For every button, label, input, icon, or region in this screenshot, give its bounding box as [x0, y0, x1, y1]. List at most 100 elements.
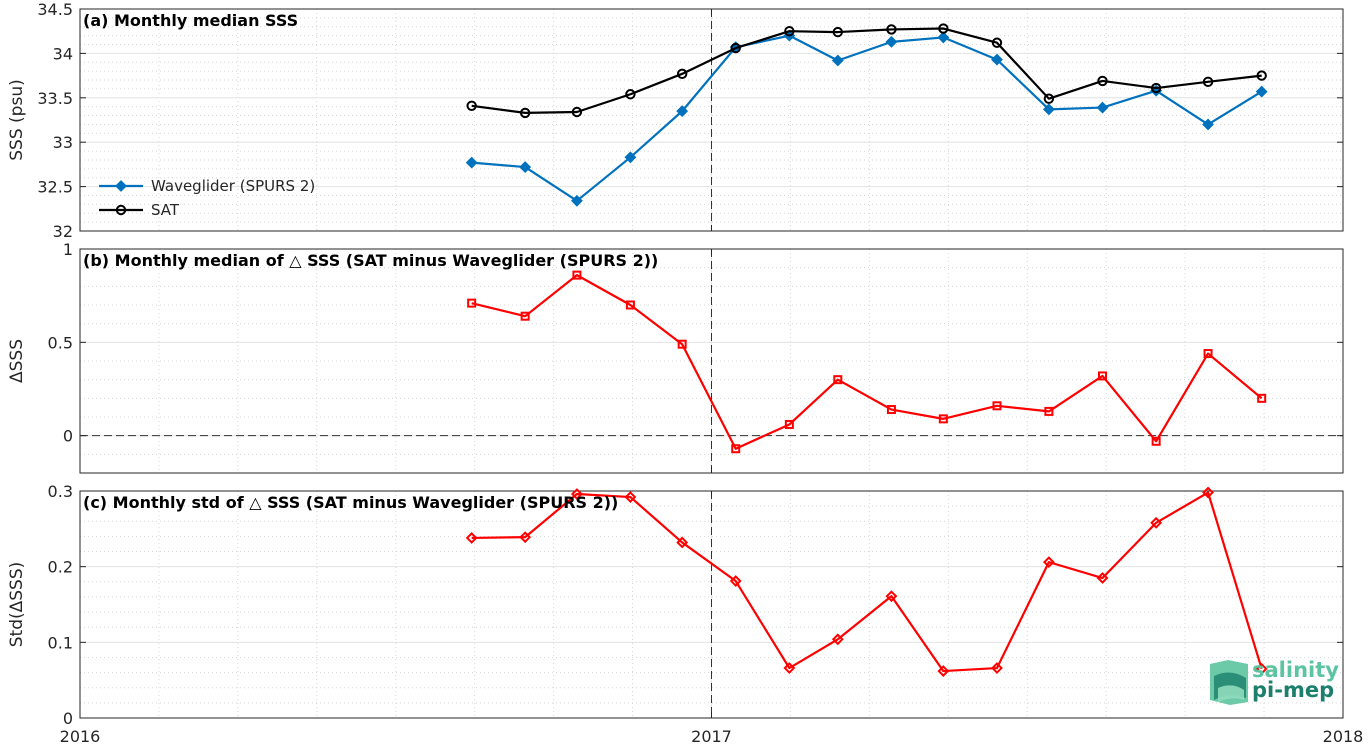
data-point — [1150, 516, 1163, 529]
data-point — [784, 419, 794, 429]
y-tick-label: 1 — [63, 240, 73, 259]
y-axis-label: SSS (psu) — [7, 79, 27, 160]
series-line-delta — [471, 491, 1263, 673]
data-point — [572, 270, 582, 280]
data-point — [466, 100, 477, 111]
data-point — [832, 26, 843, 38]
data-point — [520, 311, 530, 321]
data-point — [676, 105, 689, 118]
data-point — [676, 68, 688, 80]
data-point — [1042, 556, 1055, 569]
x-tick-label: 2016 — [60, 727, 101, 745]
data-point — [886, 405, 896, 415]
y-tick-label: 0.1 — [48, 633, 73, 652]
data-point — [1202, 486, 1214, 499]
data-point — [1151, 436, 1161, 446]
y-axis-label: Std(ΔSSS) — [7, 562, 27, 648]
data-point — [1042, 103, 1055, 116]
panel-c: 0 0.1 0.2 0.3 Std(ΔSSS) (c) Monthly std of △ … — [7, 482, 1344, 728]
data-point — [1096, 101, 1109, 114]
data-point — [519, 531, 532, 544]
data-point — [730, 42, 741, 54]
y-tick-label: 32 — [53, 222, 73, 241]
data-point — [937, 665, 950, 678]
y-tick-label: 32.5 — [37, 178, 73, 197]
y-tick-label: 34 — [53, 44, 73, 63]
data-point — [992, 401, 1002, 411]
y-tick-label: 33 — [53, 133, 73, 152]
legend-entry: SAT — [151, 201, 180, 219]
y-tick-label: 0.2 — [48, 558, 73, 577]
data-point — [991, 662, 1003, 674]
data-point — [519, 161, 532, 173]
data-point — [1150, 82, 1162, 94]
data-point — [1202, 76, 1214, 88]
data-point — [624, 151, 637, 164]
data-point — [624, 491, 637, 503]
data-point — [938, 23, 949, 34]
panel-b: 0 0.5 1 ΔSSS (b) Monthly median of △ SSS (SA… — [7, 240, 1344, 474]
panel-title: (b) Monthly median of △ SSS (SAT minus W… — [83, 251, 658, 270]
x-tick-label: 2018 — [1323, 727, 1364, 745]
data-point — [465, 531, 478, 544]
data-point — [467, 298, 477, 308]
data-point — [571, 194, 583, 207]
series-line-sat — [471, 27, 1262, 114]
data-point — [1256, 70, 1267, 81]
y-tick-label: 0.5 — [48, 333, 73, 352]
panel-a: 32 32.5 33 33.5 34 34.5 SSS (psu) (a) Monthly m… — [7, 0, 1344, 241]
data-point — [1044, 406, 1054, 416]
y-tick-label: 0 — [63, 427, 73, 446]
data-point — [625, 300, 635, 310]
data-point — [1257, 393, 1267, 403]
y-axis-label: ΔSSS — [7, 339, 27, 383]
data-point — [1043, 93, 1055, 104]
data-point — [571, 106, 583, 118]
data-point — [938, 414, 948, 424]
y-tick-label: 0 — [63, 709, 73, 728]
panel-title: (c) Monthly std of △ SSS (SAT minus Wave… — [83, 493, 618, 512]
legend-marker — [115, 180, 127, 192]
series-line-delta — [471, 274, 1263, 450]
data-point — [1202, 118, 1214, 131]
y-tick-label: 34.5 — [37, 0, 73, 19]
data-point — [465, 156, 478, 169]
data-point — [731, 444, 741, 454]
x-tick-label: 2017 — [691, 727, 732, 745]
data-point — [784, 26, 795, 37]
data-point — [833, 375, 843, 385]
data-point — [676, 536, 689, 549]
series-line-waveglider — [471, 34, 1263, 202]
data-point — [783, 662, 796, 674]
data-point — [991, 37, 1003, 48]
data-point — [1096, 572, 1109, 584]
y-tick-label: 0.3 — [48, 482, 73, 501]
logo-text-salinity: salinity — [1252, 658, 1339, 682]
panel-title: (a) Monthly median SSS — [83, 11, 298, 30]
data-point — [831, 633, 844, 646]
data-point — [571, 488, 583, 500]
data-point — [519, 107, 531, 119]
data-point — [625, 89, 636, 100]
legend-marker — [115, 204, 127, 216]
data-point — [991, 53, 1003, 66]
logo-wave-icon — [1218, 685, 1244, 702]
y-tick-label: 33.5 — [37, 89, 73, 108]
legend: Waveglider (SPURS 2) SAT — [99, 177, 315, 219]
data-point — [1255, 662, 1268, 675]
data-point — [1098, 371, 1108, 381]
logo-text-pimep: pi-mep — [1252, 678, 1334, 702]
data-point — [729, 575, 742, 587]
data-point — [885, 35, 898, 48]
legend-entry: Waveglider (SPURS 2) — [151, 177, 315, 195]
data-point — [937, 31, 950, 44]
data-point — [1255, 85, 1268, 98]
data-point — [1203, 349, 1213, 359]
data-point — [886, 24, 897, 35]
data-point — [885, 590, 898, 603]
data-point — [1097, 75, 1108, 87]
data-point — [677, 339, 687, 349]
data-point — [831, 54, 844, 67]
